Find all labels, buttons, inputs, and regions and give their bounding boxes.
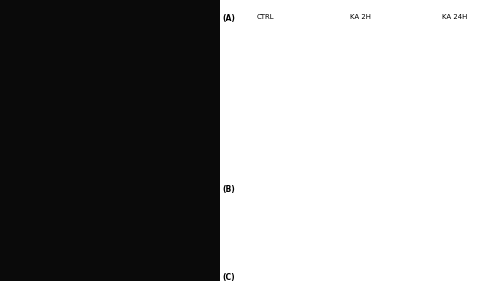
Point xyxy=(449,239,457,243)
Point xyxy=(350,217,358,222)
Text: (C): (C) xyxy=(222,273,235,281)
Point xyxy=(357,223,365,228)
Text: (B): (B) xyxy=(222,185,235,194)
Text: CTRL: CTRL xyxy=(256,14,274,20)
Point xyxy=(450,207,458,211)
Point xyxy=(454,220,462,224)
Point xyxy=(441,205,449,209)
Polygon shape xyxy=(254,217,276,233)
Point xyxy=(428,235,436,240)
Point xyxy=(454,217,462,222)
Point xyxy=(466,215,474,220)
Point xyxy=(434,213,442,217)
Point xyxy=(468,202,475,206)
Point xyxy=(260,225,268,230)
Point xyxy=(450,208,458,212)
Polygon shape xyxy=(434,209,476,242)
Polygon shape xyxy=(350,217,370,232)
Point xyxy=(362,223,370,227)
Point xyxy=(452,235,460,239)
Point xyxy=(472,219,480,224)
Polygon shape xyxy=(242,210,287,240)
Point xyxy=(438,216,446,220)
Text: (A): (A) xyxy=(222,14,235,23)
Point xyxy=(424,242,432,247)
Point xyxy=(261,224,269,229)
Point xyxy=(452,228,460,233)
Point xyxy=(477,203,485,207)
Point xyxy=(352,224,360,229)
Point xyxy=(266,224,274,229)
Point xyxy=(346,226,354,231)
Text: KA 2H: KA 2H xyxy=(350,14,370,20)
Point xyxy=(427,232,435,236)
Point xyxy=(438,236,446,241)
Point xyxy=(448,210,456,214)
Point xyxy=(360,216,368,221)
Point xyxy=(366,228,374,233)
Point xyxy=(472,205,480,209)
Point xyxy=(463,217,471,221)
Point xyxy=(352,222,360,226)
Point xyxy=(474,199,482,203)
Text: KA 24H: KA 24H xyxy=(442,14,468,20)
Point xyxy=(452,195,460,199)
Point xyxy=(351,225,359,229)
Point xyxy=(448,214,456,218)
Point xyxy=(262,221,270,226)
Point xyxy=(472,215,480,219)
Point xyxy=(448,238,456,243)
Point xyxy=(454,212,462,217)
Point xyxy=(430,237,438,242)
Point xyxy=(471,235,479,240)
Point xyxy=(364,227,372,231)
Point xyxy=(357,219,365,224)
Point xyxy=(258,225,266,230)
Point xyxy=(261,223,269,228)
Point xyxy=(452,239,460,244)
Polygon shape xyxy=(339,208,382,241)
Polygon shape xyxy=(444,217,466,232)
Point xyxy=(348,226,356,231)
